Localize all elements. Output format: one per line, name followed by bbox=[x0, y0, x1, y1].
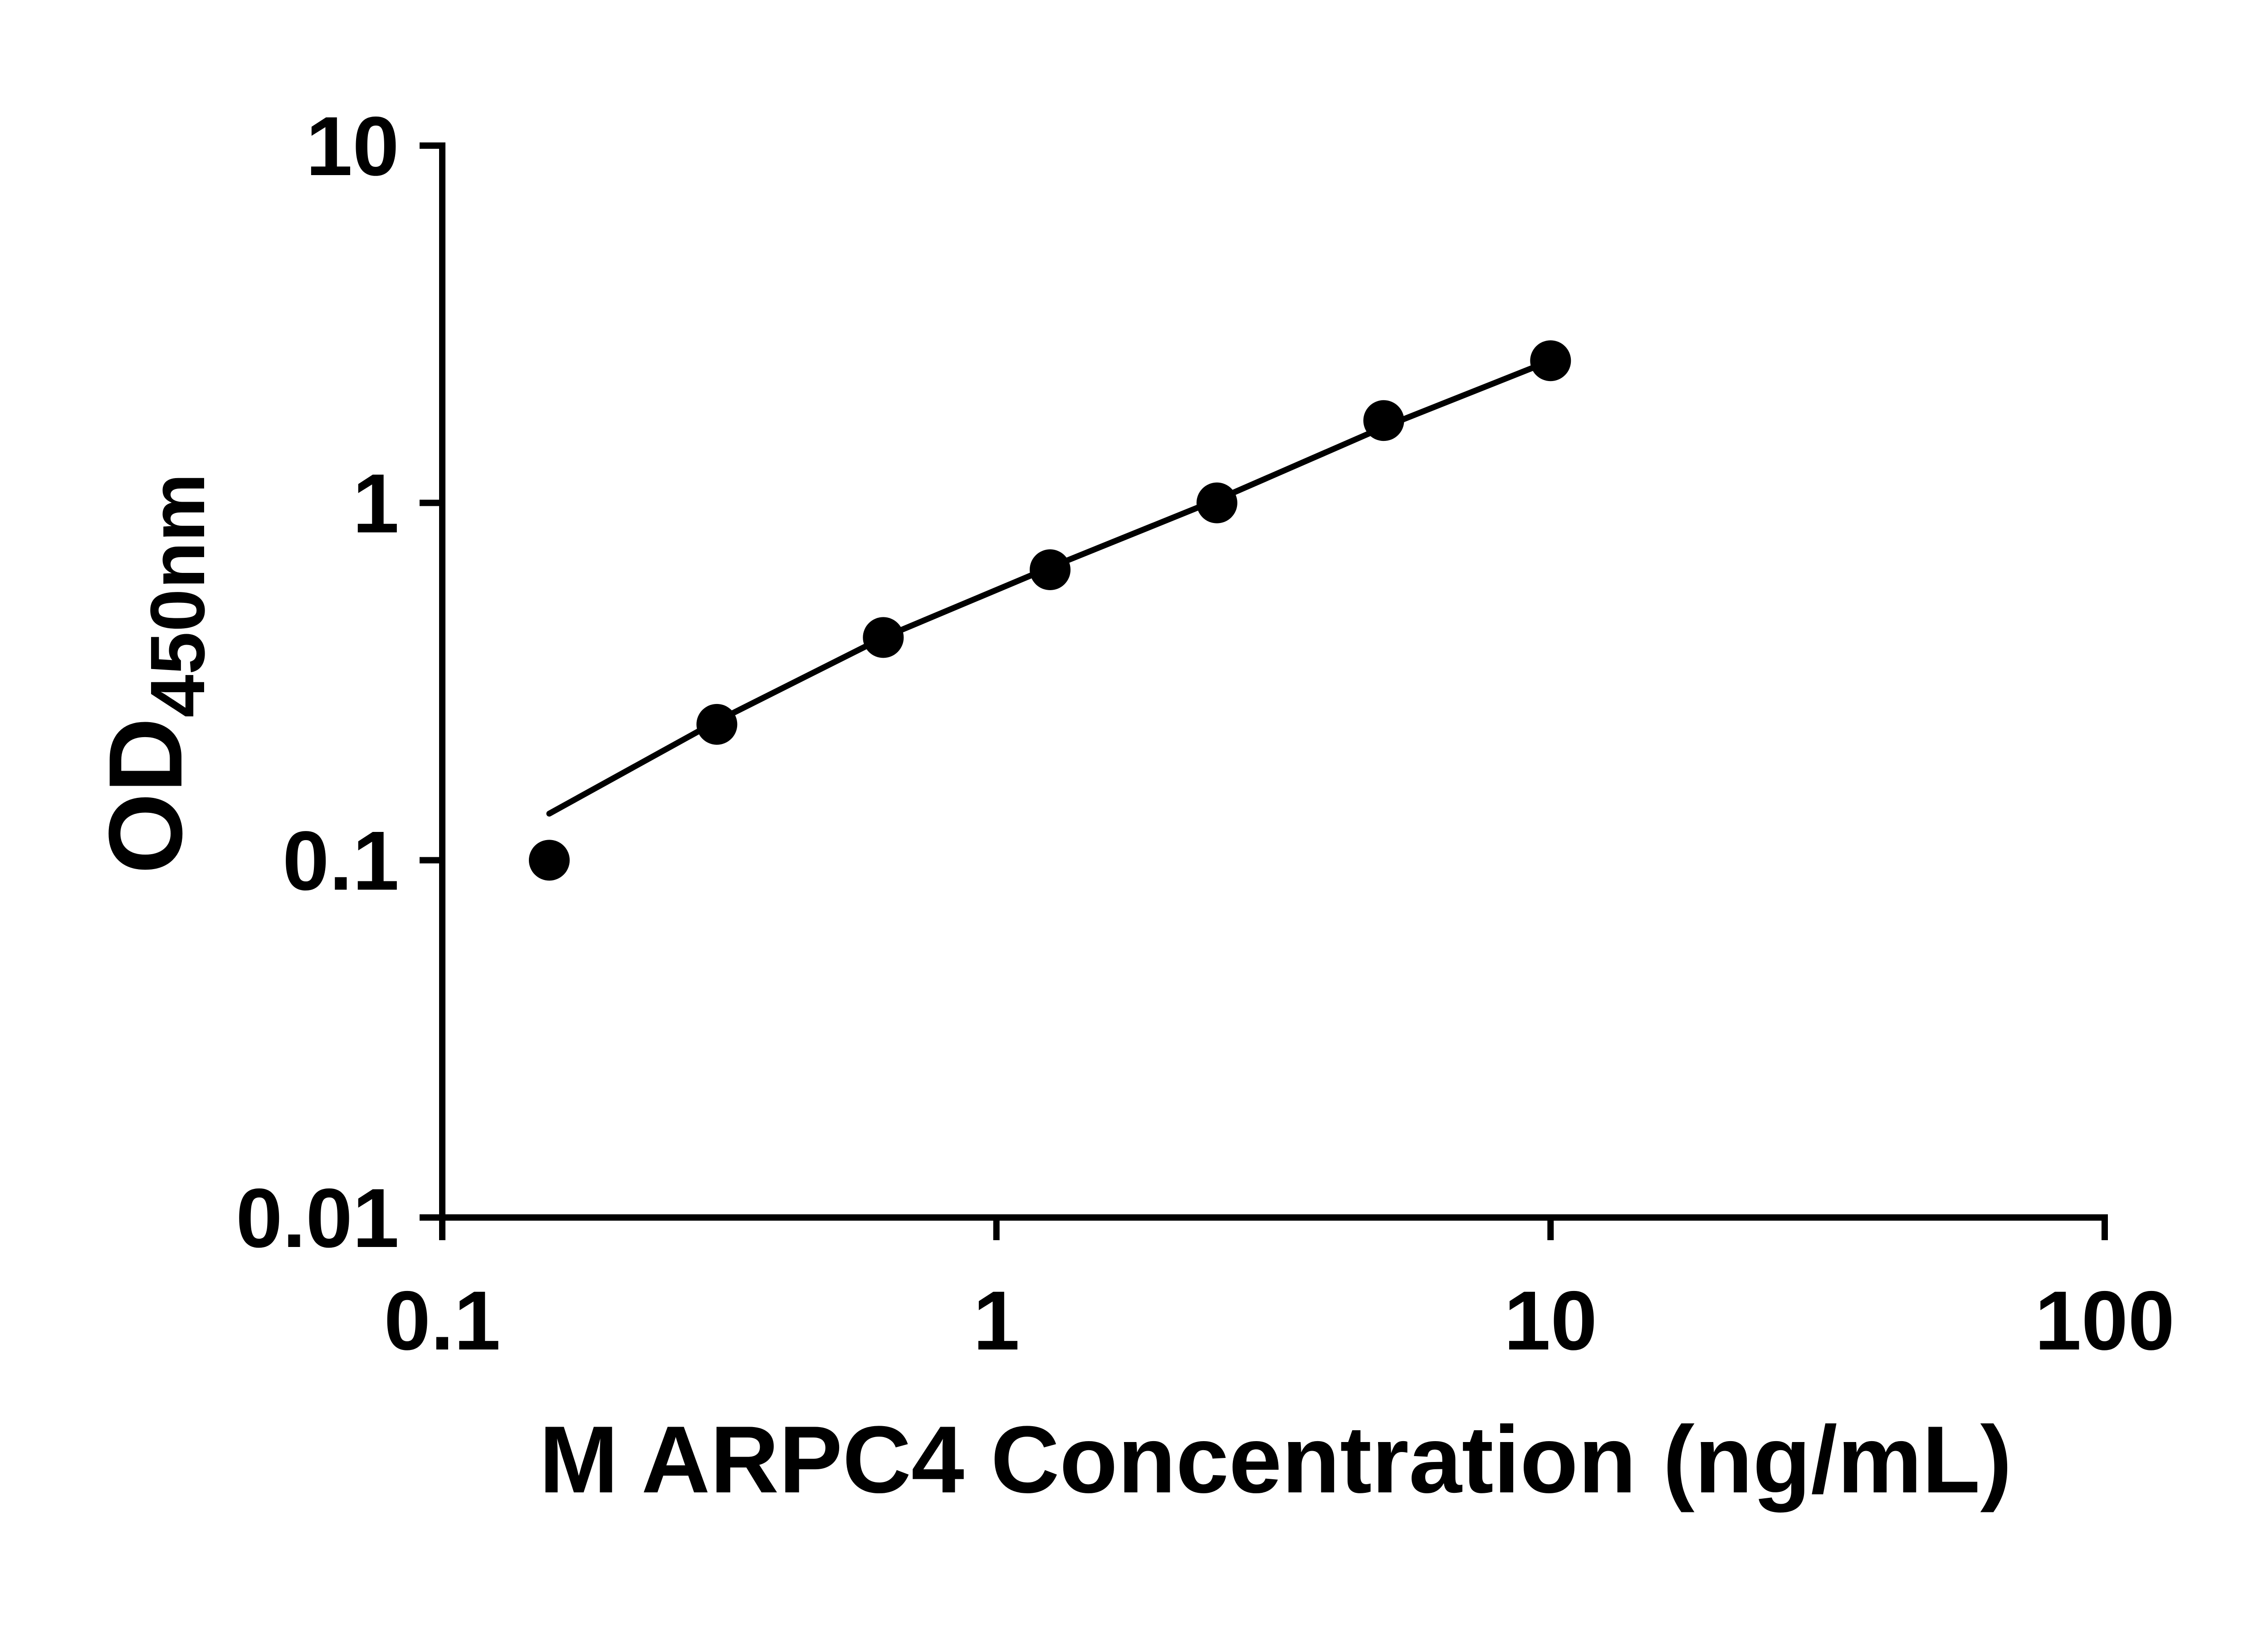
x-axis-tick-label: 1 bbox=[973, 1274, 1020, 1368]
y-axis-title-subscript: 450nm bbox=[135, 473, 221, 718]
data-point bbox=[528, 840, 570, 881]
x-axis-tick-label: 100 bbox=[2035, 1274, 2175, 1368]
x-axis-tick-label: 0.1 bbox=[384, 1274, 500, 1368]
y-axis-title-main: OD bbox=[87, 718, 204, 874]
data-point bbox=[1530, 340, 1571, 381]
series bbox=[528, 340, 1571, 881]
y-axis-tick-label: 0.1 bbox=[283, 814, 399, 908]
axis-spine bbox=[439, 142, 2108, 1221]
axes bbox=[439, 142, 2108, 1221]
x-axis-tick-label: 10 bbox=[1504, 1274, 1597, 1368]
data-point bbox=[1030, 549, 1071, 591]
data-point bbox=[1196, 482, 1237, 523]
x-axis-title: M ARPC4 Concentration (ng/mL) bbox=[539, 1406, 2012, 1513]
y-axis-title: OD450nm bbox=[87, 473, 221, 874]
y-axis-tick-label: 0.01 bbox=[236, 1172, 399, 1265]
data-point bbox=[1363, 400, 1404, 441]
y-axis-tick-label: 1 bbox=[352, 457, 399, 551]
data-point bbox=[863, 617, 904, 658]
y-axis-tick-label: 10 bbox=[306, 100, 399, 193]
data-point bbox=[696, 704, 738, 745]
